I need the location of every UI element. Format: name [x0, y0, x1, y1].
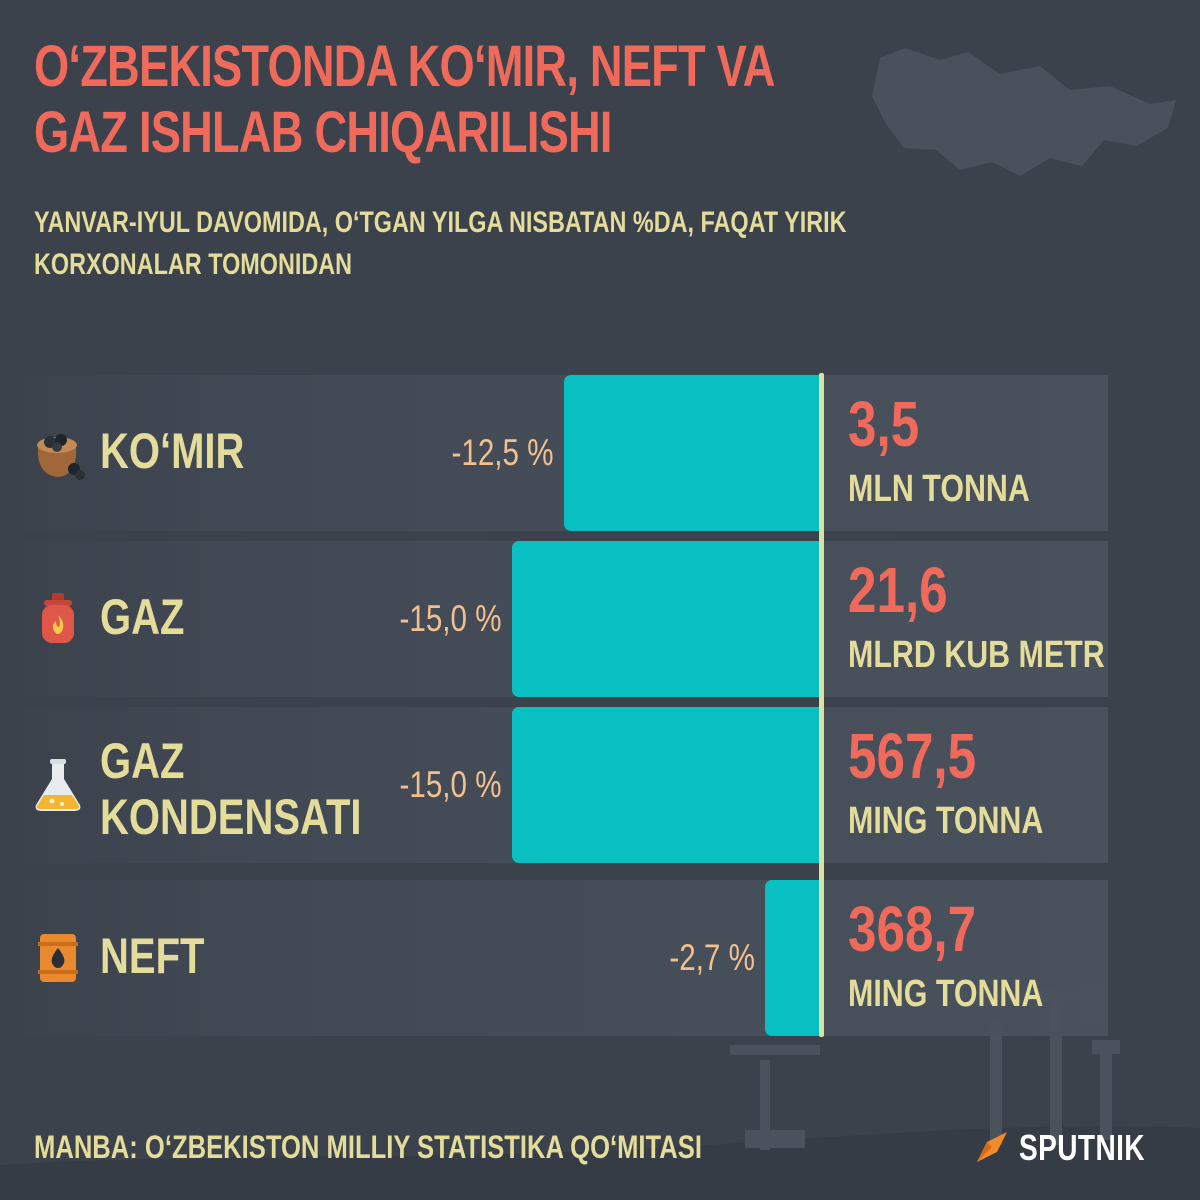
volume-value: 3,5: [848, 388, 920, 460]
chart-title: O‘ZBEKISTONDA KO‘MIR, NEFT VA GAZ ISHLAB…: [34, 34, 774, 165]
percent-label: -15,0 %: [399, 764, 502, 805]
bar-row-gaz: GAZ -15,0 % 21,6 MLRD KUB METR: [0, 541, 1200, 697]
volume-unit: MING TONNA: [848, 800, 1044, 842]
zero-axis-line: [819, 373, 824, 1037]
bar-komir: [563, 375, 821, 531]
category-label: GAZ KONDENSATI: [100, 733, 362, 845]
bar-gaz: [512, 541, 821, 697]
source-note: MANBA: O‘ZBEKISTON MILLIY STATISTIKA QO‘…: [34, 1129, 702, 1165]
row-band: [0, 880, 1108, 1036]
uzbekistan-map-silhouette: [872, 48, 1176, 176]
percent-label: -12,5 %: [451, 432, 554, 473]
volume-unit: MING TONNA: [848, 973, 1044, 1015]
oil-barrel-icon: [38, 934, 78, 982]
bar-neft: [765, 880, 821, 1036]
volume-value: 368,7: [848, 893, 977, 965]
ground-silhouette: [0, 1126, 1200, 1200]
sputnik-logo-icon: [977, 1132, 1007, 1162]
volume-unit: MLRD KUB METR: [848, 634, 1105, 676]
percent-label: -2,7 %: [669, 937, 756, 978]
category-label: GAZ: [100, 589, 185, 645]
coal-sack-icon: [37, 434, 85, 480]
row-band: [0, 375, 1108, 531]
volume-unit: MLN TONNA: [848, 468, 1030, 510]
category-label: NEFT: [100, 928, 205, 984]
bar-gaz-kondensati: [512, 707, 821, 863]
category-label: KO‘MIR: [100, 423, 245, 479]
chart-subtitle: YANVAR-IYUL DAVOMIDA, O‘TGAN YILGA NISBA…: [34, 206, 847, 281]
volume-value: 21,6: [848, 554, 948, 626]
bar-row-gaz-kondensati: GAZ KONDENSATI -15,0 % 567,5 MING TONNA: [0, 707, 1200, 863]
bar-row-neft: NEFT -2,7 % 368,7 MING TONNA: [0, 880, 1200, 1036]
percent-label: -15,0 %: [399, 598, 502, 639]
flask-icon: [35, 759, 81, 811]
volume-value: 567,5: [848, 720, 977, 792]
bar-row-komir: KO‘MIR -12,5 % 3,5 MLN TONNA: [0, 375, 1200, 531]
brand-name: SPUTNIK: [1019, 1127, 1145, 1168]
gas-cylinder-icon: [42, 593, 74, 643]
